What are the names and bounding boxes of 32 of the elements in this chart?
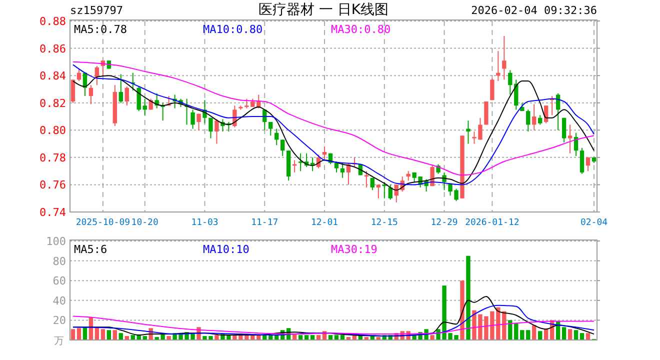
x-tick-label: 02-04 [580,218,608,228]
text: MA30:19 [331,243,378,256]
x-tick-label: 12-01 [310,218,338,228]
y-tick-label: 0.76 [40,178,66,192]
y-tick-label: 0.86 [40,42,66,56]
y-tick-label: 20 [52,314,66,328]
x-tick-label: 11-17 [251,218,278,228]
x-tick-label: 2026-01-12 [465,218,520,228]
chart-title: 医疗器材 一 日K线图 [258,2,389,18]
x-tick-label: 10-20 [131,218,158,228]
y-axis-title: 万 [54,336,64,347]
y-tick-label: 0.88 [40,15,66,28]
y-tick-label: 0.82 [40,96,66,110]
text: 2026-02-04 09:32:36 [471,4,597,17]
x-tick-label: 2025-10-09 [76,218,130,228]
y-tick-label: 100 [46,235,66,248]
y-tick-label: 40 [52,294,66,308]
x-tick-label: 12-15 [370,218,398,228]
y-tick-label: 60 [52,274,66,288]
y-tick-label: 80 [52,254,66,268]
text: MA5:6 [74,243,108,256]
text: sz159797 [70,4,123,17]
text: MA5:0.78 [74,23,127,36]
y-tick-label: 0.78 [40,151,66,164]
y-tick-label: 0.84 [40,70,66,83]
y-tick-label: 0.74 [40,206,66,219]
text: MA10:0.80 [203,23,263,36]
x-tick-label: 11-03 [191,218,218,228]
x-tick-label: 12-29 [430,218,458,228]
text: MA30:0.80 [331,23,391,36]
y-tick-label: 0.80 [40,124,66,138]
text: MA10:10 [203,243,250,256]
